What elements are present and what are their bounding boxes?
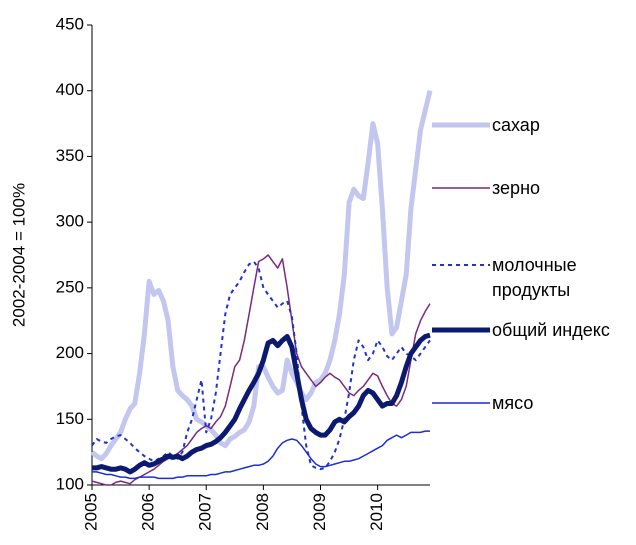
x-tick-label: 2007 (196, 493, 215, 531)
legend-label: молочные продукты (492, 254, 577, 300)
y-tick-label: 400 (56, 80, 84, 99)
y-tick-label: 100 (56, 474, 84, 493)
series-line (91, 260, 431, 471)
x-tick-label: 2008 (253, 493, 272, 531)
y-tick-label: 300 (56, 212, 84, 231)
y-tick-label: 350 (56, 146, 84, 165)
legend-label: сахар (492, 114, 540, 135)
y-tick-label: 150 (56, 409, 84, 428)
x-tick-label: 2005 (81, 493, 100, 531)
x-tick-label: 2010 (367, 493, 386, 531)
series-line (91, 254, 431, 486)
legend-label: общий индекс (492, 319, 610, 340)
y-axis-label: 2002-2004 = 100% (9, 183, 28, 327)
y-tick-label: 450 (56, 14, 84, 33)
legend-label: зерно (492, 177, 541, 198)
x-tick-label: 2006 (139, 493, 158, 531)
series-line (92, 332, 431, 475)
x-tick-label: 2009 (310, 493, 329, 531)
series-line (92, 430, 430, 480)
y-tick-label: 250 (56, 277, 84, 296)
y-tick-label: 200 (56, 343, 84, 362)
legend-label: мясо (492, 392, 534, 413)
